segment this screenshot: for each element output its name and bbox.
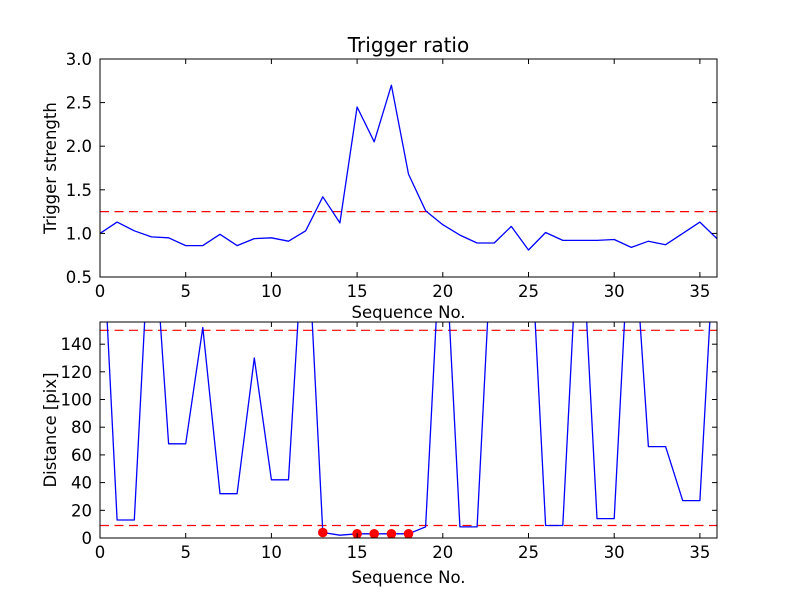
bottom-axes: 0 5 10 15 20 25 30 35 0 20 40 60 80 100 120 140 (61, 320, 718, 562)
y-tick-label: 60 (71, 446, 92, 465)
x-tick-label: 0 (95, 543, 106, 562)
event-marker (403, 529, 414, 538)
y-tick-label: 40 (71, 474, 92, 493)
x-tick-label: 20 (432, 543, 453, 562)
bottom-xlabel: Sequence No. (351, 568, 465, 587)
event-marker (386, 529, 397, 538)
y-tick-label: 0.5 (66, 268, 92, 287)
x-tick-label: 0 (95, 282, 106, 301)
x-tick-label: 35 (689, 282, 710, 301)
x-tick-label: 30 (604, 543, 625, 562)
x-tick-label: 5 (180, 543, 191, 562)
top-title: Trigger ratio (347, 33, 469, 57)
bottom-ylabel: Distance [pix] (41, 372, 60, 487)
y-tick-label: 3.0 (66, 50, 92, 69)
event-marker (369, 529, 379, 538)
y-tick-label: 20 (71, 501, 92, 520)
x-tick-label: 25 (518, 543, 539, 562)
x-tick-label: 30 (604, 282, 625, 301)
data-line (100, 84, 717, 251)
top-xlabel: Sequence No. (351, 303, 465, 322)
x-tick-label: 20 (432, 282, 453, 301)
top-ylabel: Trigger strength (41, 102, 60, 235)
axes-frame (99, 321, 718, 539)
x-tick-label: 35 (689, 543, 710, 562)
y-tick-label: 0 (82, 529, 93, 548)
x-tick-label: 5 (180, 282, 191, 301)
y-tick-label: 140 (61, 335, 93, 354)
y-tick-label: 2.5 (66, 94, 92, 113)
y-tick-label: 2.0 (66, 137, 92, 156)
axes-background (100, 320, 717, 538)
y-tick-label: 1.0 (66, 224, 92, 243)
y-tick-label: 80 (71, 418, 92, 437)
event-marker (318, 527, 328, 538)
x-tick-label: 15 (347, 282, 368, 301)
axes-background (100, 57, 717, 277)
y-tick-label: 120 (61, 363, 93, 382)
x-tick-label: 10 (261, 282, 282, 301)
x-tick-label: 25 (518, 282, 539, 301)
axes-frame (99, 58, 718, 278)
top-axes: 0 5 10 15 20 25 30 35 0.5 1.0 1.5 2.0 2.5 3.0 (66, 50, 718, 301)
x-tick-label: 15 (347, 543, 368, 562)
x-tick-label: 10 (261, 543, 282, 562)
y-tick-label: 100 (61, 391, 93, 410)
y-tick-label: 1.5 (66, 181, 92, 200)
